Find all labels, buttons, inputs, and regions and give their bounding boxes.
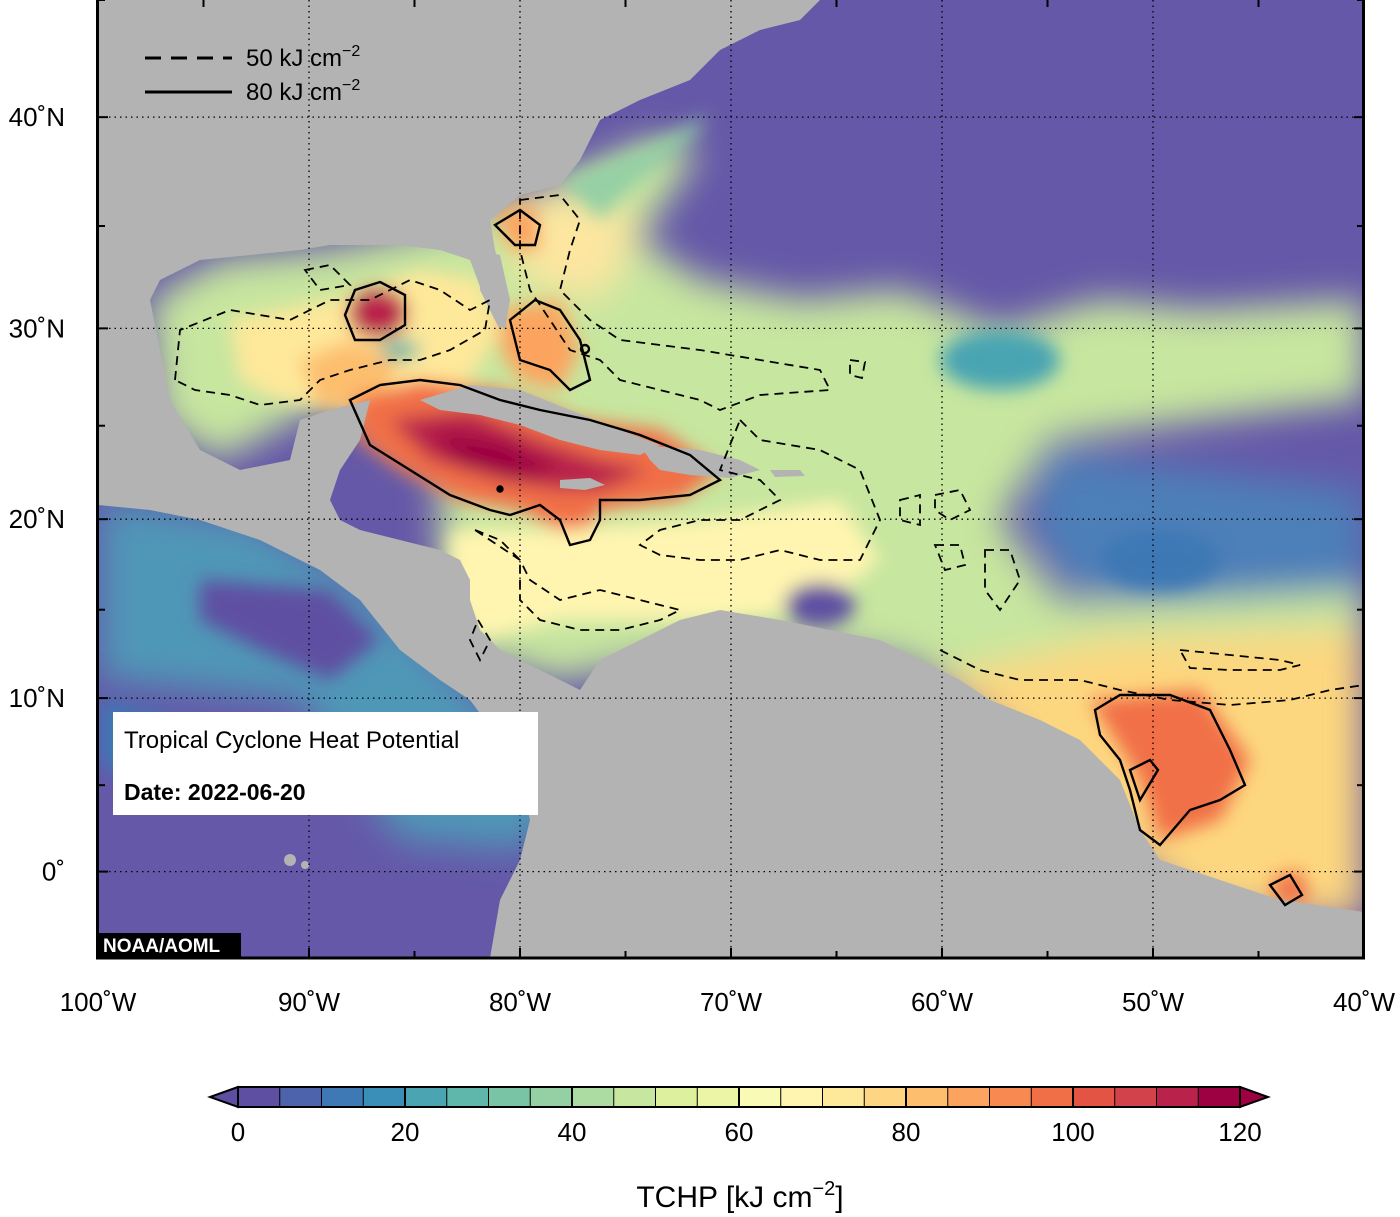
lon-tick-label: 90˚W xyxy=(278,987,341,1017)
legend-80-label: 80 kJ cm−2 xyxy=(246,77,360,106)
colorbar-segment xyxy=(780,1087,823,1107)
colorbar-segment xyxy=(1156,1087,1199,1107)
colorbar-segment xyxy=(739,1087,782,1107)
axis-ticks xyxy=(97,0,1365,959)
lat-tick-label: 40˚N xyxy=(9,102,65,132)
colorbar-segment xyxy=(864,1087,907,1107)
map-title: Tropical Cyclone Heat Potential xyxy=(124,727,459,754)
lat-tick-label: 0˚ xyxy=(42,857,65,887)
lon-tick-label: 40˚W xyxy=(1333,987,1396,1017)
latitude-labels: 40˚N 30˚N 20˚N 10˚N 0˚ xyxy=(9,102,65,886)
colorbar-segment xyxy=(822,1087,865,1107)
colorbar-tick-labels: 0 20 40 60 80 100 120 xyxy=(231,1117,1262,1147)
colorbar-segment xyxy=(1073,1087,1116,1107)
colorbar-tick-label: 100 xyxy=(1051,1117,1094,1147)
colorbar-segment xyxy=(1198,1087,1241,1107)
legend-50-label: 50 kJ cm−2 xyxy=(246,43,360,72)
info-box-background xyxy=(113,712,538,815)
colorbar-segment xyxy=(321,1087,364,1107)
lat-tick-label: 30˚N xyxy=(9,313,65,343)
colorbar-segment xyxy=(238,1087,281,1107)
colorbar-segment xyxy=(1031,1087,1074,1107)
lon-tick-label: 100˚W xyxy=(60,987,137,1017)
colorbar-tick-label: 60 xyxy=(725,1117,754,1147)
colorbar-segment xyxy=(363,1087,406,1107)
colorbar-segment xyxy=(697,1087,740,1107)
lon-tick-label: 50˚W xyxy=(1122,987,1185,1017)
colorbar-tick-label: 120 xyxy=(1218,1117,1261,1147)
colorbar-segment xyxy=(488,1087,531,1107)
colorbar-segment xyxy=(530,1087,573,1107)
info-box: Tropical Cyclone Heat Potential Date: 20… xyxy=(113,712,538,815)
colorbar-segment xyxy=(947,1087,990,1107)
colorbar-tick-label: 80 xyxy=(892,1117,921,1147)
colorbar-segment xyxy=(989,1087,1032,1107)
credit-label: NOAA/AOML xyxy=(103,936,221,957)
colorbar-segment xyxy=(655,1087,698,1107)
map-grid xyxy=(98,0,1364,958)
longitude-labels: 100˚W 90˚W 80˚W 70˚W 60˚W 50˚W 40˚W xyxy=(60,987,1396,1017)
lon-tick-label: 70˚W xyxy=(700,987,763,1017)
colorbar-segment xyxy=(1114,1087,1157,1107)
colorbar-tick-label: 20 xyxy=(391,1117,420,1147)
colorbar-segment xyxy=(446,1087,489,1107)
colorbar-segment xyxy=(906,1087,949,1107)
lon-tick-label: 80˚W xyxy=(489,987,552,1017)
land xyxy=(98,0,1364,958)
colorbar-low-arrow xyxy=(207,1085,239,1109)
lat-tick-label: 10˚N xyxy=(9,683,65,713)
colorbar-high-arrow xyxy=(1239,1085,1271,1109)
map-date: Date: 2022-06-20 xyxy=(124,779,306,805)
colorbar-segment xyxy=(279,1087,322,1107)
colorbar-segment xyxy=(572,1087,615,1107)
colorbar xyxy=(207,1085,1271,1109)
lon-tick-label: 60˚W xyxy=(911,987,974,1017)
colorbar-tick-label: 0 xyxy=(231,1117,245,1147)
lat-tick-label: 20˚N xyxy=(9,504,65,534)
colorbar-segment xyxy=(613,1087,656,1107)
colorbar-tick-label: 40 xyxy=(558,1117,587,1147)
colorbar-title: TCHP [kJ cm−2] xyxy=(636,1178,843,1214)
credit-background xyxy=(99,933,241,957)
contour-legend: 50 kJ cm−2 80 kJ cm−2 xyxy=(145,43,360,106)
colorbar-segment xyxy=(405,1087,448,1107)
